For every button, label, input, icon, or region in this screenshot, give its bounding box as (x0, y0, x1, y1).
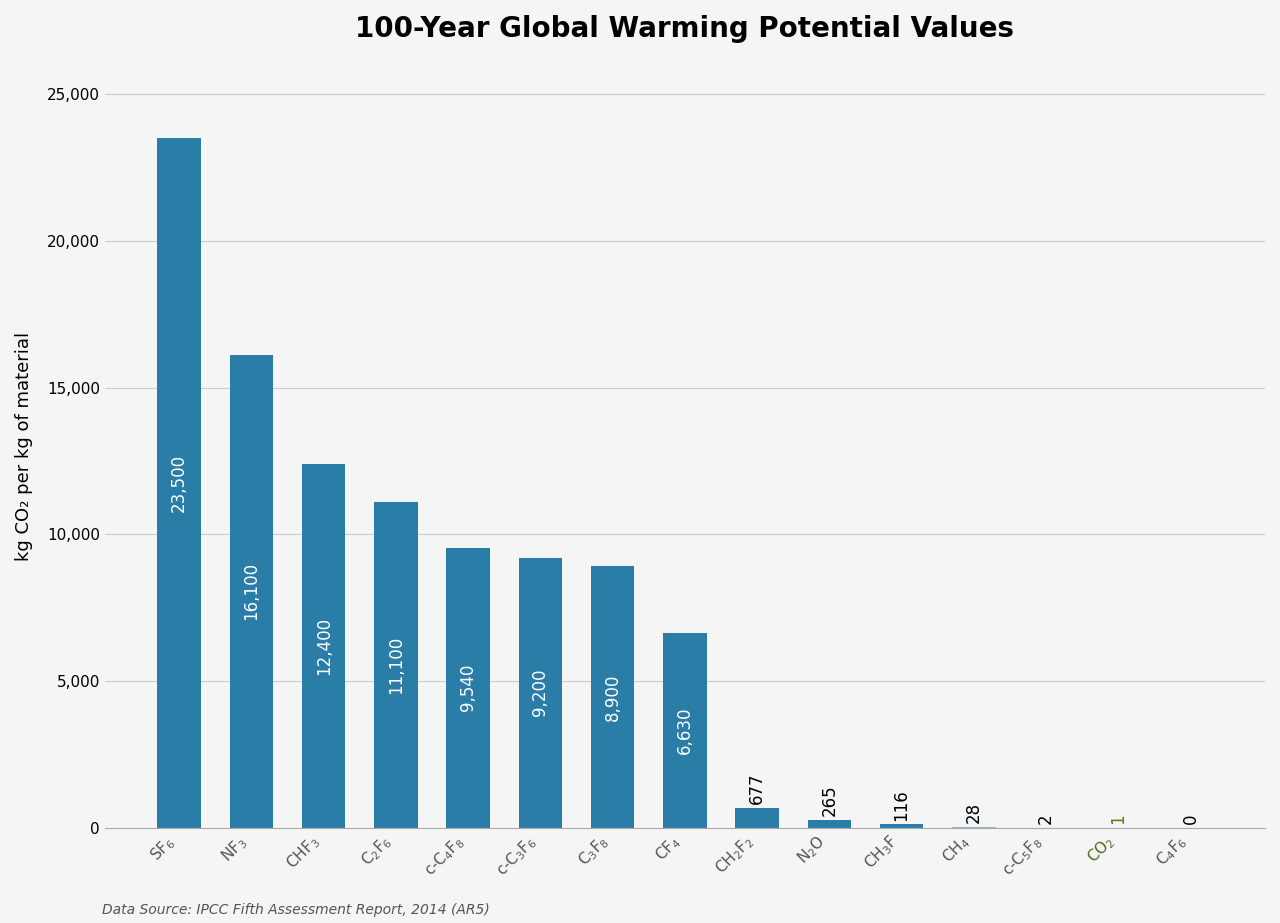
Bar (447, 547, 490, 828)
Bar (808, 820, 851, 828)
Text: 0: 0 (1181, 813, 1199, 824)
Title: 100-Year Global Warming Potential Values: 100-Year Global Warming Potential Values (356, 15, 1014, 43)
Text: 8,900: 8,900 (604, 674, 622, 721)
Text: 265: 265 (820, 785, 838, 816)
Bar (879, 824, 923, 828)
Bar (663, 633, 707, 828)
Text: 1: 1 (1110, 813, 1128, 824)
Bar (374, 502, 417, 828)
Text: 23,500: 23,500 (170, 454, 188, 512)
Text: 12,400: 12,400 (315, 617, 333, 675)
Text: 28: 28 (965, 802, 983, 823)
Text: 2: 2 (1037, 813, 1055, 824)
Bar (591, 567, 635, 828)
Text: 677: 677 (748, 773, 767, 804)
Text: 116: 116 (892, 789, 910, 821)
Y-axis label: kg CO₂ per kg of material: kg CO₂ per kg of material (15, 331, 33, 561)
Bar (157, 138, 201, 828)
Text: 9,540: 9,540 (460, 664, 477, 712)
Text: 16,100: 16,100 (242, 562, 260, 620)
Bar (518, 557, 562, 828)
Text: 9,200: 9,200 (531, 669, 549, 716)
Bar (302, 463, 346, 828)
Text: 11,100: 11,100 (387, 636, 404, 694)
Text: 6,630: 6,630 (676, 707, 694, 754)
Text: Data Source: IPCC Fifth Assessment Report, 2014 (AR5): Data Source: IPCC Fifth Assessment Repor… (102, 903, 490, 917)
Bar (229, 355, 273, 828)
Bar (736, 808, 778, 828)
